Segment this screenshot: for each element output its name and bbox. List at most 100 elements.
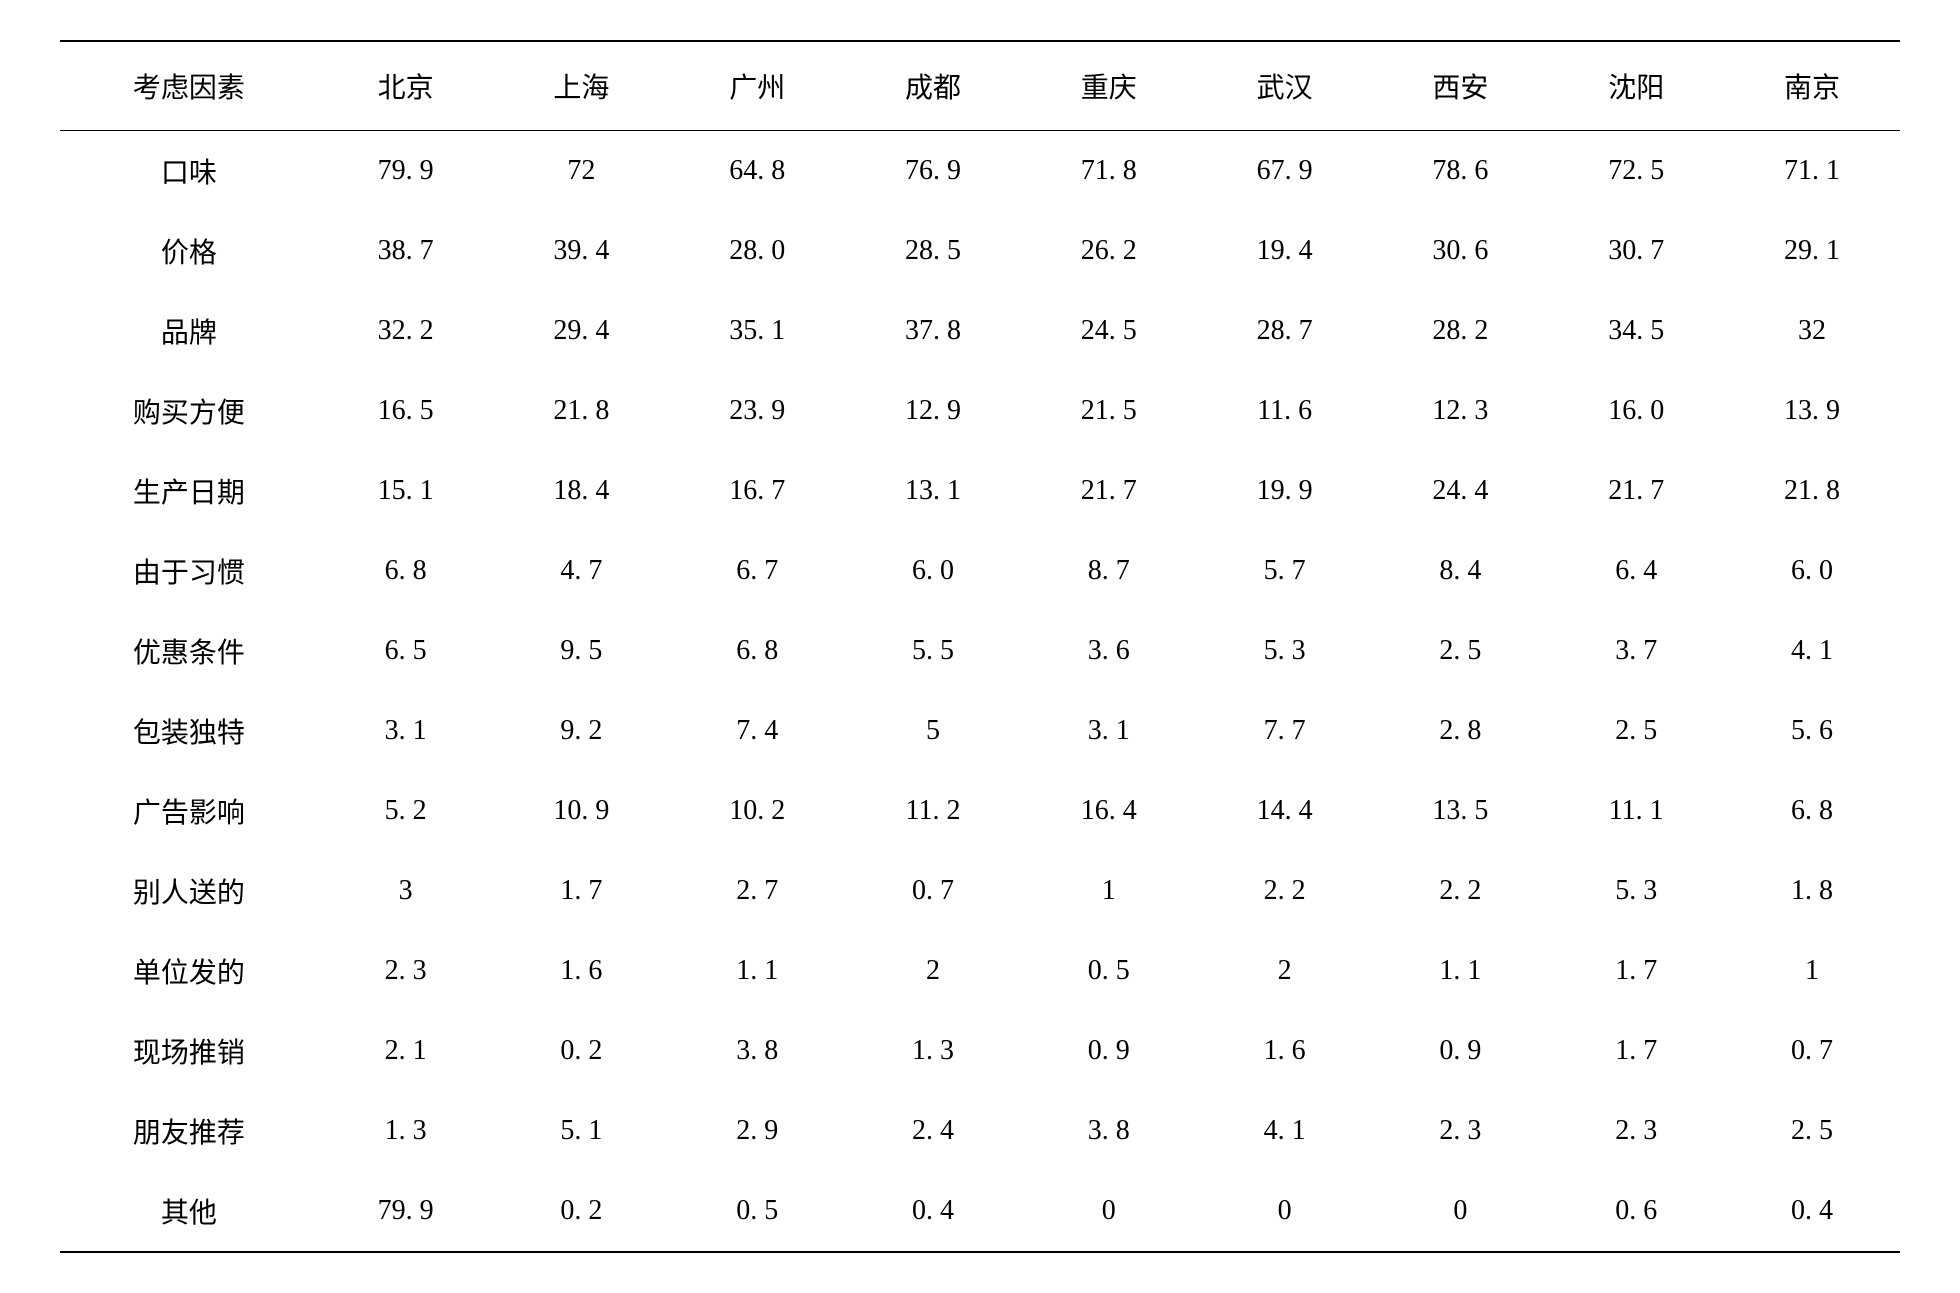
table-cell: 24. 5: [1021, 291, 1197, 371]
row-label: 其他: [60, 1171, 318, 1252]
table-cell: 34. 5: [1548, 291, 1724, 371]
table-cell: 3. 1: [1021, 691, 1197, 771]
table-cell: 2. 1: [318, 1011, 494, 1091]
row-label: 由于习惯: [60, 531, 318, 611]
column-header: 南京: [1724, 41, 1900, 131]
table-cell: 6. 0: [845, 531, 1021, 611]
table-cell: 21. 8: [494, 371, 670, 451]
table-row: 现场推销2. 10. 23. 81. 30. 91. 60. 91. 70. 7: [60, 1011, 1900, 1091]
table-cell: 3. 7: [1548, 611, 1724, 691]
table-cell: 6. 0: [1724, 531, 1900, 611]
row-label-header: 考虑因素: [60, 41, 318, 131]
row-label: 朋友推荐: [60, 1091, 318, 1171]
table-cell: 11. 2: [845, 771, 1021, 851]
table-cell: 0. 9: [1021, 1011, 1197, 1091]
table-cell: 9. 5: [494, 611, 670, 691]
table-cell: 2. 3: [1548, 1091, 1724, 1171]
table-cell: 16. 5: [318, 371, 494, 451]
table-cell: 5. 6: [1724, 691, 1900, 771]
table-cell: 16. 0: [1548, 371, 1724, 451]
table-cell: 2: [1197, 931, 1373, 1011]
table-cell: 21. 7: [1548, 451, 1724, 531]
table-cell: 2. 3: [1373, 1091, 1549, 1171]
table-cell: 39. 4: [494, 211, 670, 291]
table-cell: 28. 5: [845, 211, 1021, 291]
row-label: 生产日期: [60, 451, 318, 531]
column-header: 西安: [1373, 41, 1549, 131]
table-cell: 0. 4: [845, 1171, 1021, 1252]
table-cell: 5. 3: [1548, 851, 1724, 931]
table-cell: 38. 7: [318, 211, 494, 291]
table-cell: 3. 8: [1021, 1091, 1197, 1171]
table-cell: 2. 9: [669, 1091, 845, 1171]
row-label: 别人送的: [60, 851, 318, 931]
table-cell: 79. 9: [318, 1171, 494, 1252]
table-cell: 1. 7: [1548, 931, 1724, 1011]
table-cell: 5. 2: [318, 771, 494, 851]
table-cell: 71. 8: [1021, 131, 1197, 212]
table-cell: 13. 5: [1373, 771, 1549, 851]
table-cell: 10. 9: [494, 771, 670, 851]
table-cell: 2. 5: [1724, 1091, 1900, 1171]
table-cell: 3. 1: [318, 691, 494, 771]
table-cell: 1: [1021, 851, 1197, 931]
table-cell: 37. 8: [845, 291, 1021, 371]
table-cell: 5. 3: [1197, 611, 1373, 691]
table-cell: 6. 8: [1724, 771, 1900, 851]
table-cell: 6. 5: [318, 611, 494, 691]
table-cell: 8. 7: [1021, 531, 1197, 611]
table-cell: 28. 2: [1373, 291, 1549, 371]
data-table: 考虑因素 北京 上海 广州 成都 重庆 武汉 西安 沈阳 南京 口味79. 97…: [60, 40, 1900, 1253]
table-cell: 0. 9: [1373, 1011, 1549, 1091]
column-header: 沈阳: [1548, 41, 1724, 131]
table-row: 其他79. 90. 20. 50. 40000. 60. 4: [60, 1171, 1900, 1252]
table-cell: 29. 1: [1724, 211, 1900, 291]
table-cell: 1. 7: [494, 851, 670, 931]
table-cell: 6. 8: [669, 611, 845, 691]
table-cell: 28. 0: [669, 211, 845, 291]
table-cell: 3. 8: [669, 1011, 845, 1091]
table-cell: 13. 9: [1724, 371, 1900, 451]
table-cell: 35. 1: [669, 291, 845, 371]
table-cell: 10. 2: [669, 771, 845, 851]
row-label: 优惠条件: [60, 611, 318, 691]
table-cell: 9. 2: [494, 691, 670, 771]
table-cell: 0. 2: [494, 1171, 670, 1252]
table-cell: 11. 6: [1197, 371, 1373, 451]
table-cell: 7. 7: [1197, 691, 1373, 771]
table-row: 口味79. 97264. 876. 971. 867. 978. 672. 57…: [60, 131, 1900, 212]
table-cell: 12. 3: [1373, 371, 1549, 451]
table-cell: 30. 6: [1373, 211, 1549, 291]
table-cell: 2: [845, 931, 1021, 1011]
table-cell: 0. 2: [494, 1011, 670, 1091]
row-label: 现场推销: [60, 1011, 318, 1091]
table-cell: 32. 2: [318, 291, 494, 371]
table-cell: 3: [318, 851, 494, 931]
table-cell: 2. 8: [1373, 691, 1549, 771]
table-cell: 0. 6: [1548, 1171, 1724, 1252]
table-cell: 4. 1: [1724, 611, 1900, 691]
table-cell: 5. 1: [494, 1091, 670, 1171]
table-cell: 21. 8: [1724, 451, 1900, 531]
table-cell: 67. 9: [1197, 131, 1373, 212]
table-row: 包装独特3. 19. 27. 453. 17. 72. 82. 55. 6: [60, 691, 1900, 771]
column-header: 北京: [318, 41, 494, 131]
table-cell: 0. 4: [1724, 1171, 1900, 1252]
table-cell: 4. 7: [494, 531, 670, 611]
table-cell: 13. 1: [845, 451, 1021, 531]
table-cell: 64. 8: [669, 131, 845, 212]
table-cell: 5: [845, 691, 1021, 771]
column-header: 上海: [494, 41, 670, 131]
table-row: 生产日期15. 118. 416. 713. 121. 719. 924. 42…: [60, 451, 1900, 531]
table-cell: 1. 3: [845, 1011, 1021, 1091]
table-cell: 2. 5: [1548, 691, 1724, 771]
table-cell: 3. 6: [1021, 611, 1197, 691]
table-cell: 18. 4: [494, 451, 670, 531]
table-row: 品牌32. 229. 435. 137. 824. 528. 728. 234.…: [60, 291, 1900, 371]
table-cell: 7. 4: [669, 691, 845, 771]
table-cell: 12. 9: [845, 371, 1021, 451]
table-row: 优惠条件6. 59. 56. 85. 53. 65. 32. 53. 74. 1: [60, 611, 1900, 691]
table-row: 由于习惯6. 84. 76. 76. 08. 75. 78. 46. 46. 0: [60, 531, 1900, 611]
row-label: 购买方便: [60, 371, 318, 451]
table-cell: 32: [1724, 291, 1900, 371]
